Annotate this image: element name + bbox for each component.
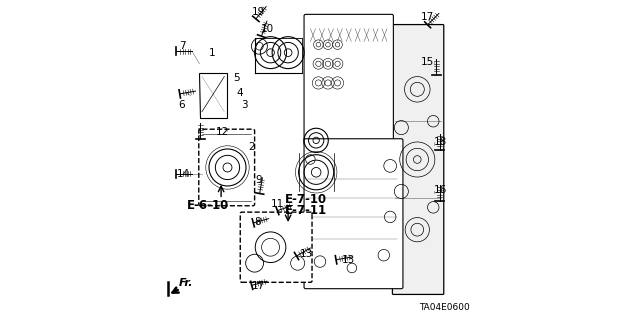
Text: 18: 18 (434, 137, 447, 147)
Text: 9: 9 (255, 175, 262, 185)
Text: 16: 16 (434, 185, 447, 195)
Text: 5: 5 (233, 73, 239, 83)
Text: Fr.: Fr. (179, 278, 193, 288)
Text: 12: 12 (216, 127, 229, 137)
FancyBboxPatch shape (199, 129, 255, 206)
Text: 3: 3 (241, 100, 248, 110)
FancyBboxPatch shape (240, 212, 312, 282)
Text: E-7-11: E-7-11 (285, 204, 326, 217)
FancyBboxPatch shape (304, 139, 403, 289)
FancyBboxPatch shape (304, 14, 394, 145)
Text: 1: 1 (209, 48, 216, 58)
Text: 17: 17 (421, 11, 435, 22)
Text: TA04E0600: TA04E0600 (419, 303, 470, 312)
Text: 7: 7 (179, 41, 186, 51)
Text: 4: 4 (236, 87, 243, 98)
Text: 17: 17 (252, 280, 266, 291)
Text: 11: 11 (271, 198, 285, 209)
Text: 15: 15 (421, 57, 435, 67)
Text: E-6-10: E-6-10 (187, 199, 229, 212)
Text: 2: 2 (249, 142, 255, 152)
Polygon shape (199, 73, 227, 118)
Text: 10: 10 (261, 24, 274, 34)
Text: 14: 14 (177, 169, 190, 179)
FancyBboxPatch shape (392, 25, 444, 294)
Text: 6: 6 (178, 100, 184, 110)
Text: E-7-10: E-7-10 (285, 193, 326, 206)
Text: 19: 19 (252, 7, 266, 17)
Text: 13: 13 (300, 249, 313, 259)
Text: 8: 8 (254, 217, 260, 227)
Text: 13: 13 (342, 255, 355, 265)
